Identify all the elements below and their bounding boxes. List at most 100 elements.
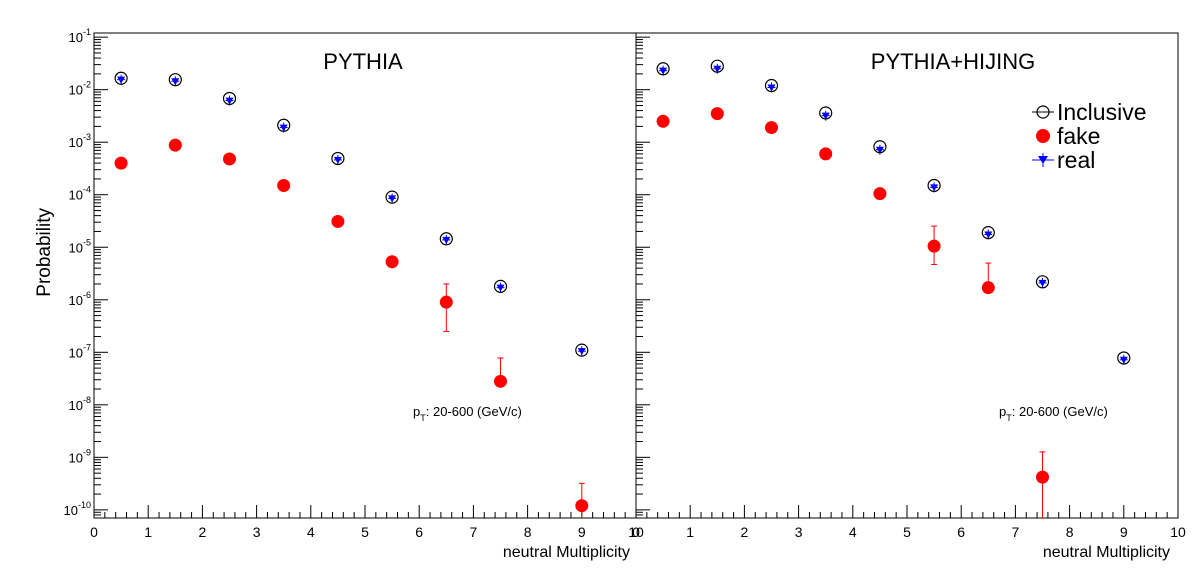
legend-label-inclusive: Inclusive xyxy=(1057,99,1146,125)
real-point xyxy=(171,78,180,86)
inclusive-point xyxy=(439,232,453,246)
y-tick-label: 10-2 xyxy=(69,80,91,98)
real-point xyxy=(821,112,830,120)
x-tick-label: 9 xyxy=(1120,524,1128,540)
panel-title: PYTHIA xyxy=(323,49,403,74)
x-tick-label: 4 xyxy=(307,524,315,540)
y-tick-label: 10-9 xyxy=(69,447,91,465)
x-tick-label: 7 xyxy=(1012,524,1020,540)
inclusive-point xyxy=(168,73,182,87)
fake-point xyxy=(710,107,724,121)
inclusive-point xyxy=(575,343,589,357)
pt-subscript: T xyxy=(420,413,426,423)
real-point xyxy=(1119,356,1128,364)
plot-frame xyxy=(93,32,637,519)
x-tick-label: 0 xyxy=(632,524,640,540)
real-point xyxy=(930,184,939,192)
x-tick-label: 8 xyxy=(1066,524,1074,540)
inclusive-point xyxy=(927,178,941,193)
x-tick-label: 3 xyxy=(795,524,803,540)
pt-range-annotation-left: pT: 20-600 (GeV/c) xyxy=(413,404,522,423)
x-tick-label: 3 xyxy=(253,524,261,540)
x-tick-label: 9 xyxy=(578,524,586,540)
fake-point xyxy=(819,147,833,161)
inclusive-point xyxy=(1035,275,1050,289)
fake-point xyxy=(277,178,291,192)
real-point xyxy=(225,97,234,105)
pt-subscript: T xyxy=(1006,413,1012,423)
real-point xyxy=(333,156,342,164)
pt-p: p xyxy=(999,404,1006,419)
legend-entry-inclusive: Inclusive xyxy=(1032,99,1146,125)
legend-marker-open-circle xyxy=(1036,105,1050,119)
x-tick-label: 5 xyxy=(361,524,369,540)
inclusive-point xyxy=(656,62,670,76)
y-tick-label: 10-5 xyxy=(69,237,91,255)
y-tick-label: 10-3 xyxy=(69,132,91,150)
inclusive-point xyxy=(873,140,887,154)
inclusive-point xyxy=(1117,351,1131,365)
fake-point xyxy=(873,187,887,201)
fake-point xyxy=(114,156,128,170)
fake-point xyxy=(331,214,345,228)
fake-point xyxy=(765,121,778,135)
fake-point xyxy=(168,138,182,152)
y-tick-label: 10-1 xyxy=(69,27,91,45)
real-point xyxy=(442,236,451,244)
x-tick-label: 10 xyxy=(1170,524,1186,540)
y-tick-label: 10-8 xyxy=(69,395,91,413)
fake-point xyxy=(439,295,453,309)
real-point xyxy=(984,231,993,239)
legend: Inclusive fake real xyxy=(1032,99,1146,173)
inclusive-point xyxy=(493,279,508,293)
legend-entry-real: real xyxy=(1032,147,1095,173)
x-tick-label: 10 xyxy=(628,524,644,540)
y-tick-label: 10-6 xyxy=(69,290,91,308)
x-tick-label: 4 xyxy=(849,524,857,540)
legend-entry-fake: fake xyxy=(1036,123,1100,149)
x-axis-label-right: neutral Multiplicity xyxy=(1043,544,1170,561)
fake-point xyxy=(223,152,236,166)
real-point xyxy=(713,65,722,73)
panel-title: PYTHIA+HIJING xyxy=(871,49,1035,74)
fake-point xyxy=(575,499,589,513)
fake-point xyxy=(1036,470,1049,484)
legend-marker-triangle-down xyxy=(1038,156,1048,164)
x-tick-label: 7 xyxy=(470,524,478,540)
y-tick-label: 10-4 xyxy=(69,185,91,203)
pt-range-annotation-right: pT: 20-600 (GeV/c) xyxy=(999,404,1108,423)
y-axis-label: Probability xyxy=(34,208,55,297)
inclusive-point xyxy=(981,226,995,240)
real-point xyxy=(117,76,126,84)
x-tick-label: 2 xyxy=(199,524,207,540)
pt-p: p xyxy=(413,404,420,419)
real-point xyxy=(659,67,668,75)
fake-point xyxy=(981,281,995,295)
real-point xyxy=(1038,279,1047,287)
fake-point xyxy=(656,114,670,128)
x-tick-label: 8 xyxy=(524,524,532,540)
inclusive-point xyxy=(764,78,779,93)
x-tick-label: 6 xyxy=(957,524,965,540)
panel-pythia-hijing: 0 1 2 3 4 5 6 7 8 9 10 PYTHIA+HIJING xyxy=(632,32,1186,540)
x-tick-label: 1 xyxy=(144,524,152,540)
inclusive-point xyxy=(222,91,237,106)
legend-marker-filled-circle xyxy=(1036,129,1050,143)
x-tick-label: 0 xyxy=(90,524,98,540)
inclusive-point xyxy=(710,59,724,73)
pt-range-text: : 20-600 (GeV/c) xyxy=(426,404,522,419)
inclusive-point xyxy=(114,71,128,85)
x-tick-label: 6 xyxy=(415,524,423,540)
y-tick-label: 10-7 xyxy=(69,342,91,360)
x-axis-label-left: neutral Multiplicity xyxy=(503,544,630,561)
real-point xyxy=(767,84,776,92)
real-point xyxy=(388,195,397,203)
legend-label-real: real xyxy=(1057,147,1095,173)
x-tick-label: 1 xyxy=(686,524,694,540)
real-point xyxy=(496,284,505,292)
x-tick-label: 5 xyxy=(903,524,911,540)
real-point xyxy=(279,124,288,132)
legend-label-fake: fake xyxy=(1057,123,1100,149)
real-point xyxy=(577,348,586,356)
